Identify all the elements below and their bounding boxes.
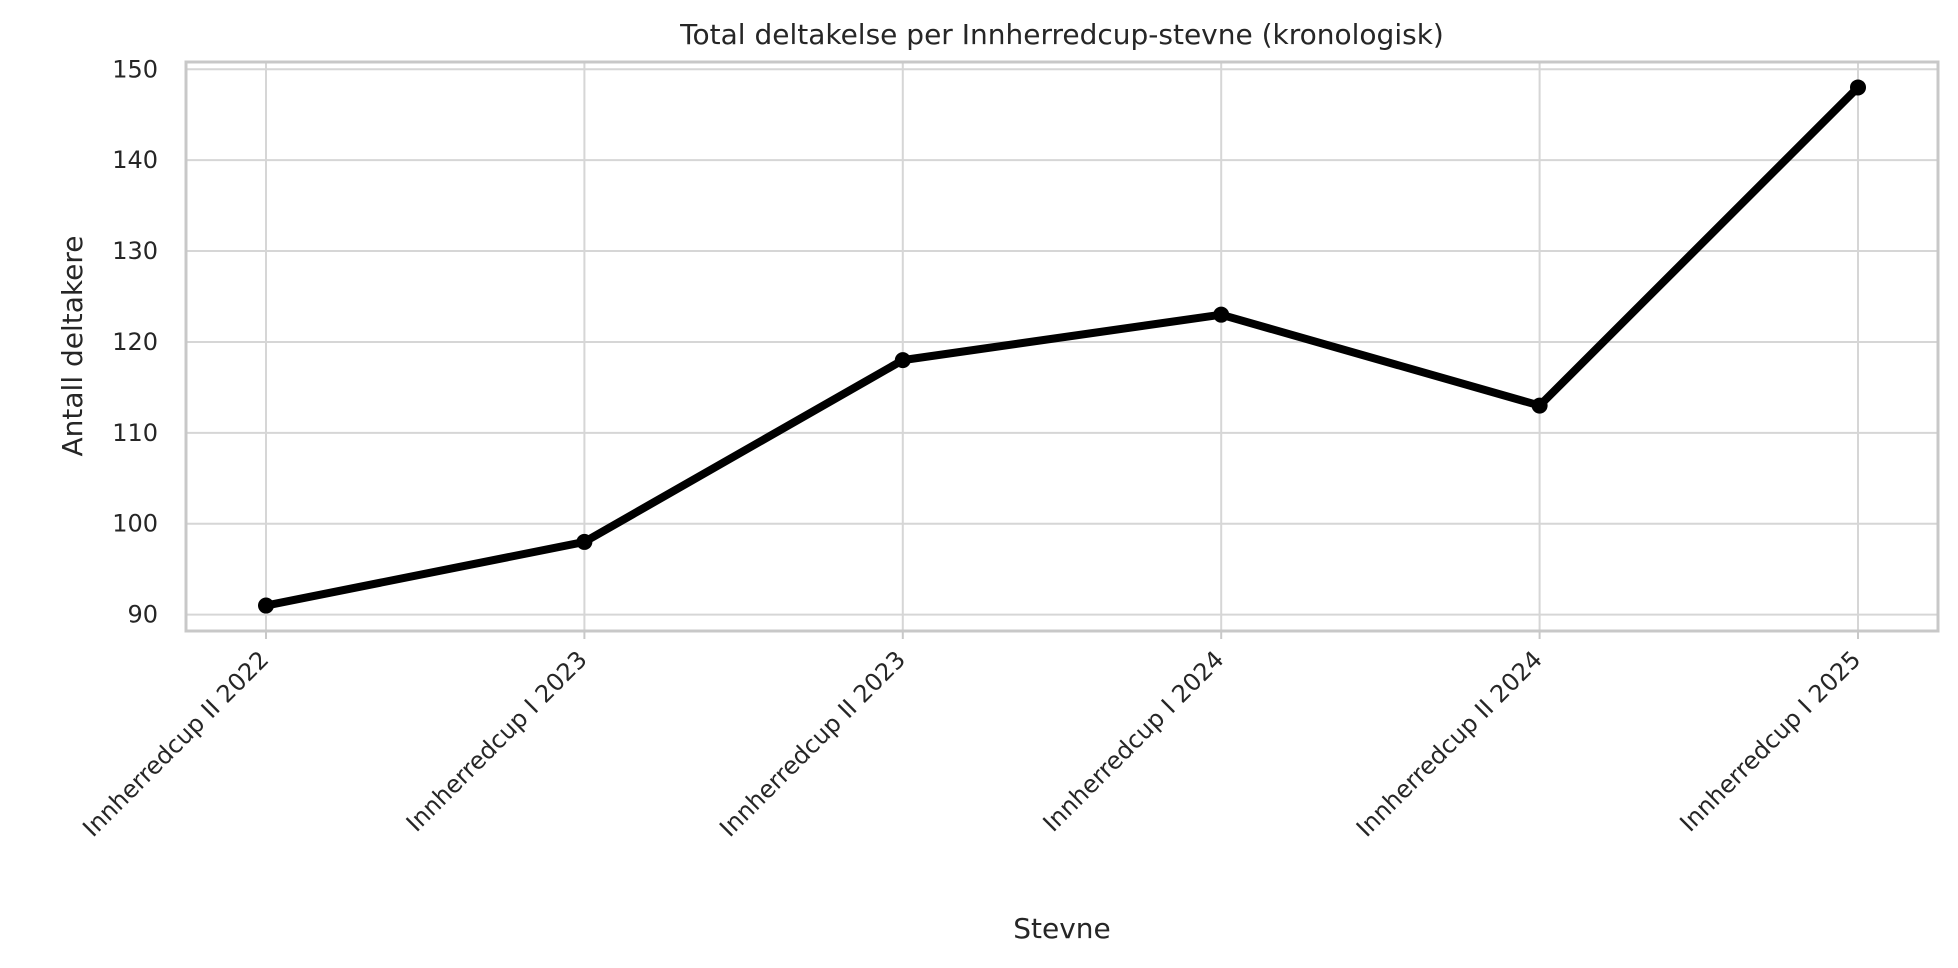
data-point	[1213, 306, 1230, 323]
x-tick-label: Innherredcup I 2025	[1674, 645, 1866, 837]
y-tick-labels: 90 100 110 120 130 140 150	[112, 55, 158, 628]
data-point	[1850, 79, 1866, 96]
x-tick-label: Innherredcup I 2024	[1038, 645, 1230, 837]
data-point	[894, 352, 911, 369]
x-tick-label: Innherredcup II 2023	[714, 645, 911, 842]
data-point	[1531, 397, 1548, 414]
y-tick-label: 140	[112, 146, 158, 174]
data-point	[576, 533, 593, 550]
data-point	[258, 597, 274, 614]
x-tick-label: Innherredcup II 2022	[77, 645, 274, 842]
x-tick-label: Innherredcup I 2023	[401, 645, 593, 837]
series-layer	[258, 79, 1866, 614]
y-tick-label: 130	[112, 237, 158, 265]
x-tick-label: Innherredcup II 2024	[1351, 645, 1548, 842]
y-tick-label: 120	[112, 328, 158, 356]
y-axis-label: Antall deltakere	[56, 236, 89, 457]
x-axis-label: Stevne	[1013, 912, 1111, 945]
series-line	[262, 83, 1862, 610]
y-tick-label: 150	[112, 55, 158, 83]
x-tick-labels: Innherredcup II 2022 Innherredcup I 2023 I…	[77, 631, 1866, 842]
y-tick-label: 110	[112, 419, 158, 447]
plot-frame	[184, 60, 1940, 633]
y-tick-label: 100	[112, 510, 158, 538]
y-tick-label: 90	[127, 601, 158, 629]
chart-title: Total deltakelse per Innherredcup-stevne…	[679, 18, 1444, 51]
grid-layer	[186, 62, 1938, 631]
